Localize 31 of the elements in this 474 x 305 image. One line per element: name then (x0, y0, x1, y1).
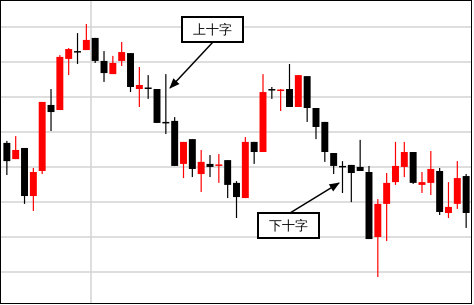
candlestick (136, 66, 143, 108)
candlestick (100, 50, 108, 83)
annotation: 下十字 (269, 218, 308, 234)
candlestick (250, 141, 258, 165)
candlestick (427, 150, 434, 196)
candlestick (286, 63, 293, 108)
candlestick (198, 149, 205, 193)
candlestick (268, 86, 276, 100)
candlestick (206, 154, 214, 178)
candlestick (109, 55, 116, 75)
candlestick (74, 32, 81, 65)
candlestick (330, 152, 338, 175)
annotation: 上十字 (193, 22, 232, 38)
candlestick (445, 182, 452, 219)
candlestick (92, 37, 99, 64)
candlestick (48, 88, 54, 132)
candlestick (82, 23, 90, 51)
candlestick (339, 160, 346, 194)
candlestick (144, 74, 152, 100)
candlestick (312, 107, 320, 140)
candlestick (383, 172, 390, 242)
candlestick (215, 153, 222, 184)
candlestick (277, 88, 284, 112)
candlestick (392, 141, 399, 186)
candlestick (233, 180, 240, 219)
candlestick (400, 141, 408, 178)
candlestick (180, 141, 187, 179)
candlestick (12, 135, 20, 160)
candlestick (118, 41, 126, 67)
candlestick (3, 140, 10, 176)
candlestick (418, 171, 426, 194)
